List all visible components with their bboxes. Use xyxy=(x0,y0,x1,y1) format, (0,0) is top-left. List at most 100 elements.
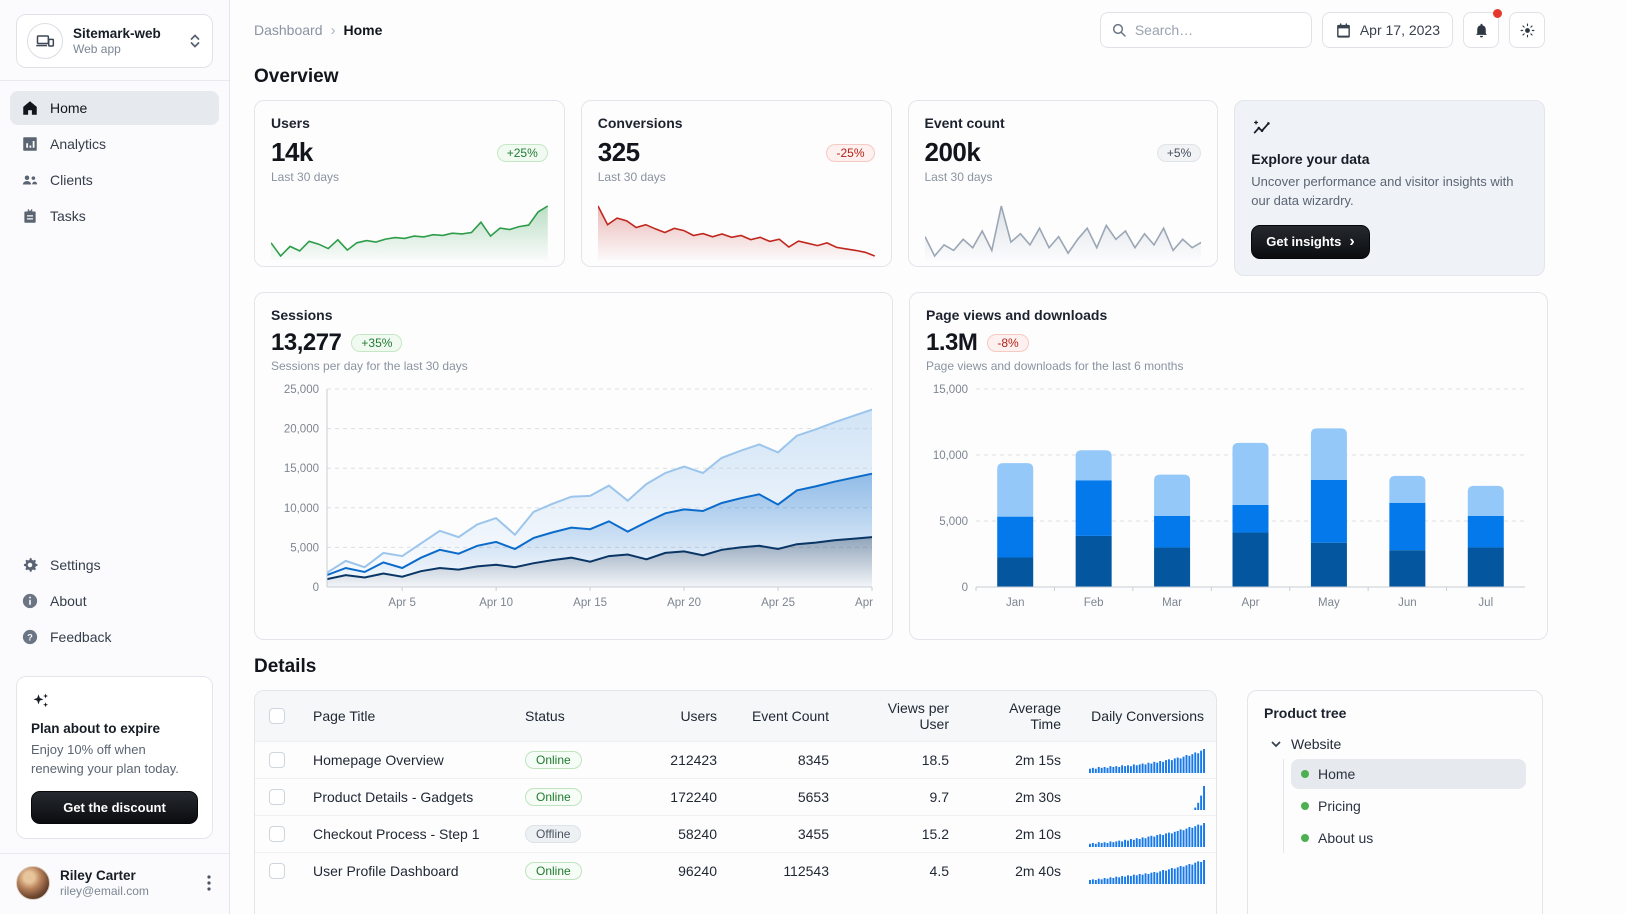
workspace-select[interactable]: Sitemark-web Web app xyxy=(16,14,213,68)
row-checkbox[interactable] xyxy=(269,862,285,879)
explore-body: Uncover performance and visitor insights… xyxy=(1251,174,1514,208)
svg-text:15,000: 15,000 xyxy=(933,384,968,396)
sidebar-item-settings[interactable]: Settings xyxy=(10,548,219,582)
cell-average-time: 2m 30s xyxy=(963,777,1075,816)
svg-text:Mar: Mar xyxy=(1162,597,1182,609)
notifications-button[interactable] xyxy=(1463,9,1502,48)
sidebar-item-label: Tasks xyxy=(50,208,86,224)
product-tree-card: Product tree Website Home Pricing About … xyxy=(1247,689,1543,914)
select-all-checkbox[interactable] xyxy=(269,707,285,724)
green-dot-icon xyxy=(1301,801,1309,810)
tree-item-label: Home xyxy=(1318,765,1356,782)
home-icon xyxy=(20,98,40,118)
stat-card-users[interactable]: Users 14k +25% Last 30 days xyxy=(254,100,565,267)
svg-text:Apr 10: Apr 10 xyxy=(479,597,513,609)
sessions-chart-card: Sessions 13,277 +35% Sessions per day fo… xyxy=(254,291,893,640)
sidebar-item-clients[interactable]: Clients xyxy=(10,163,219,197)
sidebar-nav-main: Home Analytics Clients Tasks xyxy=(0,81,229,245)
tasks-icon xyxy=(20,206,40,226)
svg-text:10,000: 10,000 xyxy=(284,502,319,514)
row-checkbox-cell xyxy=(255,814,299,853)
col-status: Status xyxy=(525,707,565,724)
theme-toggle-button[interactable] xyxy=(1509,12,1545,48)
conversions-sparkline-chart xyxy=(598,202,875,260)
chevron-down-icon xyxy=(1270,738,1282,750)
tree-children: Home Pricing About us xyxy=(1283,758,1526,853)
overview-title: Overview xyxy=(254,66,339,87)
svg-text:May: May xyxy=(1318,597,1340,609)
sidebar-item-analytics[interactable]: Analytics xyxy=(10,127,219,161)
sessions-title: Sessions xyxy=(271,306,333,323)
user-menu-button[interactable] xyxy=(203,871,215,895)
green-dot-icon xyxy=(1301,833,1309,842)
row-checkbox-cell xyxy=(255,740,299,779)
workspace-name: Sitemark-web xyxy=(73,26,161,41)
tree-item-home[interactable]: Home xyxy=(1291,758,1526,789)
notification-dot xyxy=(1493,9,1502,18)
cell-status: Offline xyxy=(511,814,633,853)
get-insights-label: Get insights xyxy=(1266,234,1342,250)
svg-text:Jun: Jun xyxy=(1398,597,1417,609)
svg-text:Apr 15: Apr 15 xyxy=(573,597,607,609)
svg-text:10,000: 10,000 xyxy=(933,450,968,462)
sidebar-item-label: Settings xyxy=(50,557,101,574)
sidebar-item-about[interactable]: About xyxy=(10,584,219,618)
cell-average-time: 2m 15s xyxy=(963,740,1075,779)
chevron-right-icon: › xyxy=(1349,232,1355,250)
cell-event-count: 112543 xyxy=(731,851,843,889)
stat-caption: Last 30 days xyxy=(924,170,993,184)
page-views-value: 1.3M xyxy=(926,328,978,356)
daily-conversions-sparkline xyxy=(1089,748,1205,773)
date-label: Apr 17, 2023 xyxy=(1359,22,1440,38)
sidebar-item-label: Feedback xyxy=(50,629,112,646)
green-dot-icon xyxy=(1301,769,1309,778)
svg-text:Apr 20: Apr 20 xyxy=(667,597,701,609)
svg-text:15,000: 15,000 xyxy=(284,463,319,475)
svg-text:25,000: 25,000 xyxy=(284,384,319,396)
sidebar-item-label: Clients xyxy=(50,172,93,188)
stat-caption: Last 30 days xyxy=(271,170,340,184)
stat-value: 325 xyxy=(597,137,640,167)
search-input[interactable] xyxy=(1134,22,1301,38)
stat-value: 14k xyxy=(271,137,313,167)
col-average-time: Average Time xyxy=(1009,699,1061,732)
explore-data-card: Explore your data Uncover performance an… xyxy=(1234,100,1545,276)
tree-item-about-us[interactable]: About us xyxy=(1291,823,1526,853)
sidebar-item-home[interactable]: Home xyxy=(10,91,219,125)
cell-event-count: 8345 xyxy=(731,740,843,779)
stat-card-event-count[interactable]: Event count 200k +5% Last 30 days xyxy=(907,100,1219,267)
date-picker-button[interactable]: Apr 17, 2023 xyxy=(1321,12,1453,48)
tree-node-website[interactable]: Website xyxy=(1264,731,1526,757)
row-checkbox[interactable] xyxy=(269,825,285,842)
sidebar-spacer xyxy=(0,245,229,538)
sidebar-item-tasks[interactable]: Tasks xyxy=(10,199,219,233)
sidebar-item-feedback[interactable]: ? Feedback xyxy=(10,620,219,654)
cell-status: Online xyxy=(511,777,633,816)
stat-title: Conversions xyxy=(597,115,683,131)
insights-icon xyxy=(1251,117,1273,139)
cell-users: 58240 xyxy=(633,814,731,853)
cell-users: 96240 xyxy=(633,851,731,889)
plan-body: Enjoy 10% off when renewing your plan to… xyxy=(31,742,179,777)
details-title: Details xyxy=(254,655,317,677)
row-checkbox-cell xyxy=(255,777,299,816)
get-insights-button[interactable]: Get insights › xyxy=(1251,224,1370,259)
sidebar: Sitemark-web Web app Home Analytics Clie… xyxy=(0,0,230,914)
cell-status: Online xyxy=(511,851,633,889)
svg-text:?: ? xyxy=(27,633,33,643)
breadcrumb: Dashboard › Home xyxy=(254,22,382,39)
stat-card-conversions[interactable]: Conversions 325 -25% Last 30 days xyxy=(580,100,892,267)
sidebar-item-label: About xyxy=(50,593,87,610)
get-discount-button[interactable]: Get the discount xyxy=(31,791,198,824)
row-checkbox[interactable] xyxy=(269,751,285,768)
tree-item-pricing[interactable]: Pricing xyxy=(1291,791,1526,821)
svg-text:0: 0 xyxy=(313,582,319,594)
cell-views-per-user: 18.5 xyxy=(843,740,963,779)
info-icon xyxy=(20,591,40,611)
col-views-per-user: Views per User xyxy=(887,699,949,732)
row-checkbox[interactable] xyxy=(269,788,285,805)
sessions-caption: Sessions per day for the last 30 days xyxy=(271,358,468,373)
svg-text:Jul: Jul xyxy=(1478,597,1493,609)
breadcrumb-dashboard[interactable]: Dashboard xyxy=(254,22,323,38)
plan-title: Plan about to expire xyxy=(31,721,161,737)
